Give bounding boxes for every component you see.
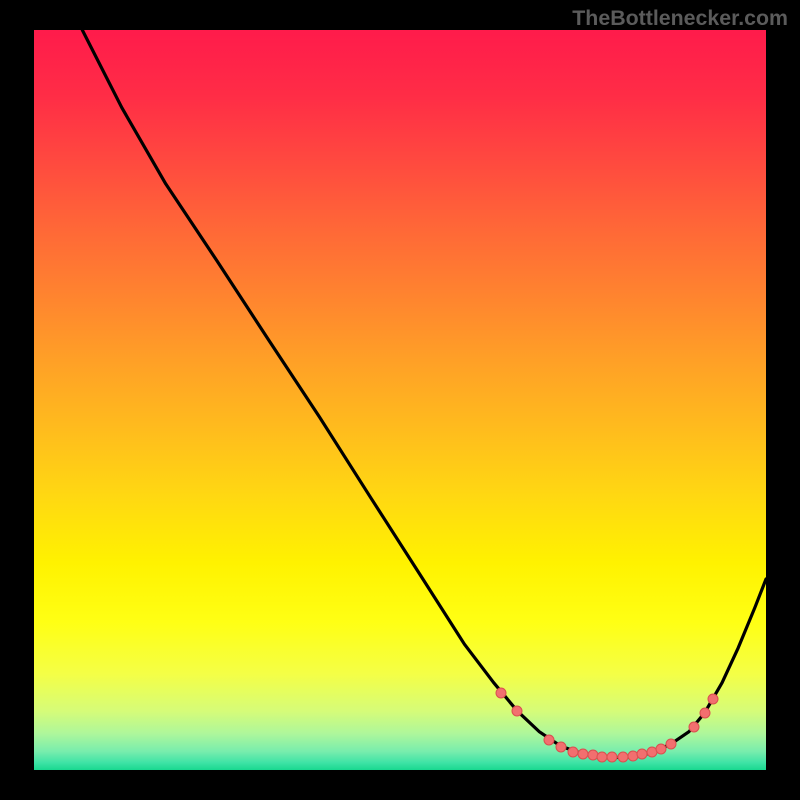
curve-marker	[699, 708, 710, 719]
curve-marker	[708, 693, 719, 704]
curve-marker	[567, 746, 578, 757]
curve-marker	[688, 722, 699, 733]
curve-marker	[617, 752, 628, 763]
chart-root: TheBottlenecker.com	[0, 0, 800, 800]
curve-marker	[496, 688, 507, 699]
watermark-text: TheBottlenecker.com	[572, 6, 788, 31]
curve-marker	[512, 705, 523, 716]
bottleneck-curve	[34, 30, 766, 770]
curve-marker	[665, 739, 676, 750]
curve-marker	[543, 735, 554, 746]
curve-path	[82, 30, 766, 757]
plot-area	[34, 30, 766, 770]
curve-marker	[556, 742, 567, 753]
